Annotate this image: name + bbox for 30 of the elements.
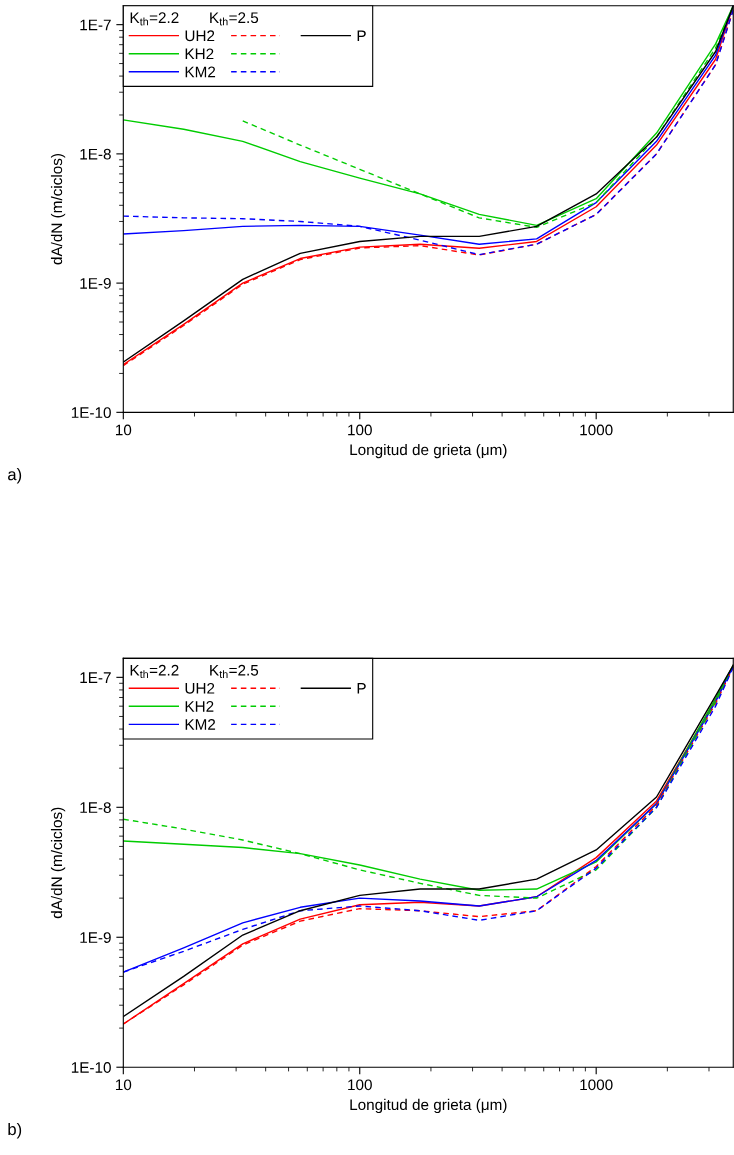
- legend-label: KH2: [185, 48, 214, 60]
- x-tick-label: 100: [348, 1079, 372, 1091]
- y-axis-title: dA/dN (m/ciclos): [50, 153, 66, 265]
- y-tick-label: 1E-9: [80, 932, 111, 943]
- y-tick-label: 1E-7: [80, 19, 111, 31]
- x-axis-title: Longitud de grieta (μm): [350, 1098, 507, 1114]
- y-tick-label: 1E-8: [80, 802, 111, 813]
- text: b): [8, 1122, 22, 1139]
- legend-label: P: [357, 683, 366, 694]
- y-tick-label: 1E-10: [71, 1062, 111, 1073]
- legend-label: KM2: [185, 719, 216, 730]
- y-tick-label: 1E-9: [80, 277, 111, 289]
- legend-title: K$_{th}$=2.2 K$_{th}$=2.5: [130, 12, 259, 26]
- x-tick-label: 10: [115, 424, 132, 436]
- legend-title: K$_{th}$=2.2 K$_{th}$=2.5: [130, 664, 259, 679]
- legend-label: UH2: [185, 682, 215, 694]
- y-tick-label: 1E-8: [80, 148, 111, 160]
- legend-label: UH2: [185, 30, 215, 42]
- x-tick-label: 1000: [580, 424, 613, 436]
- x-tick-label: 10: [115, 1079, 132, 1091]
- y-tick-label: 1E-7: [80, 672, 111, 683]
- y-tick-label: 1E-10: [71, 407, 111, 419]
- legend-label: KM2: [185, 66, 216, 78]
- x-tick-label: 100: [348, 424, 372, 436]
- x-axis-title: Longitud de grieta (μm): [350, 443, 507, 459]
- y-axis-title: dA/dN (m/ciclos): [50, 807, 66, 919]
- x-tick-label: 1000: [580, 1079, 613, 1091]
- legend-label: P: [357, 30, 366, 42]
- legend-label: KH2: [185, 700, 214, 712]
- text: a): [8, 468, 22, 484]
